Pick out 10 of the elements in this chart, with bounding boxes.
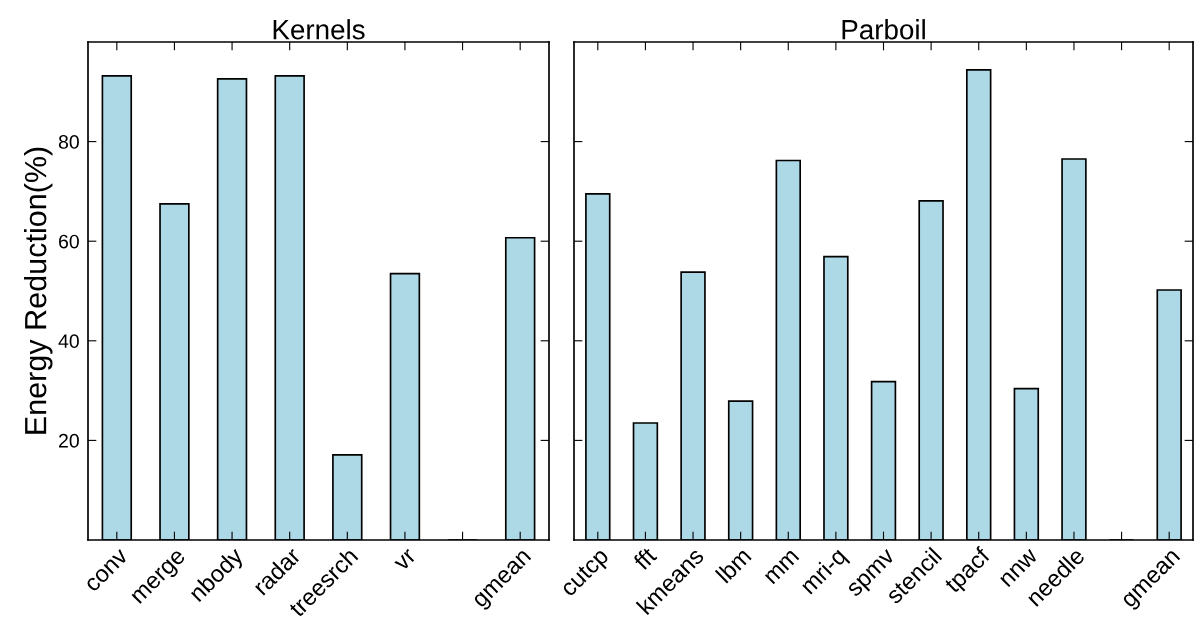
y-axis-title: Energy Reduction(%)	[24, 147, 53, 434]
x-tick-label: vr	[394, 548, 417, 572]
y-tick-label: 60	[59, 234, 79, 249]
y-tick-label: 20	[59, 433, 79, 448]
chart-title: Kernels	[273, 19, 365, 40]
chart-title: Parboil	[842, 19, 925, 40]
x-tick-label: mm	[764, 549, 800, 585]
y-tick-label: 40	[58, 334, 79, 349]
x-tick-label: lbm	[714, 546, 752, 584]
y-tick-label: 80	[58, 135, 79, 149]
